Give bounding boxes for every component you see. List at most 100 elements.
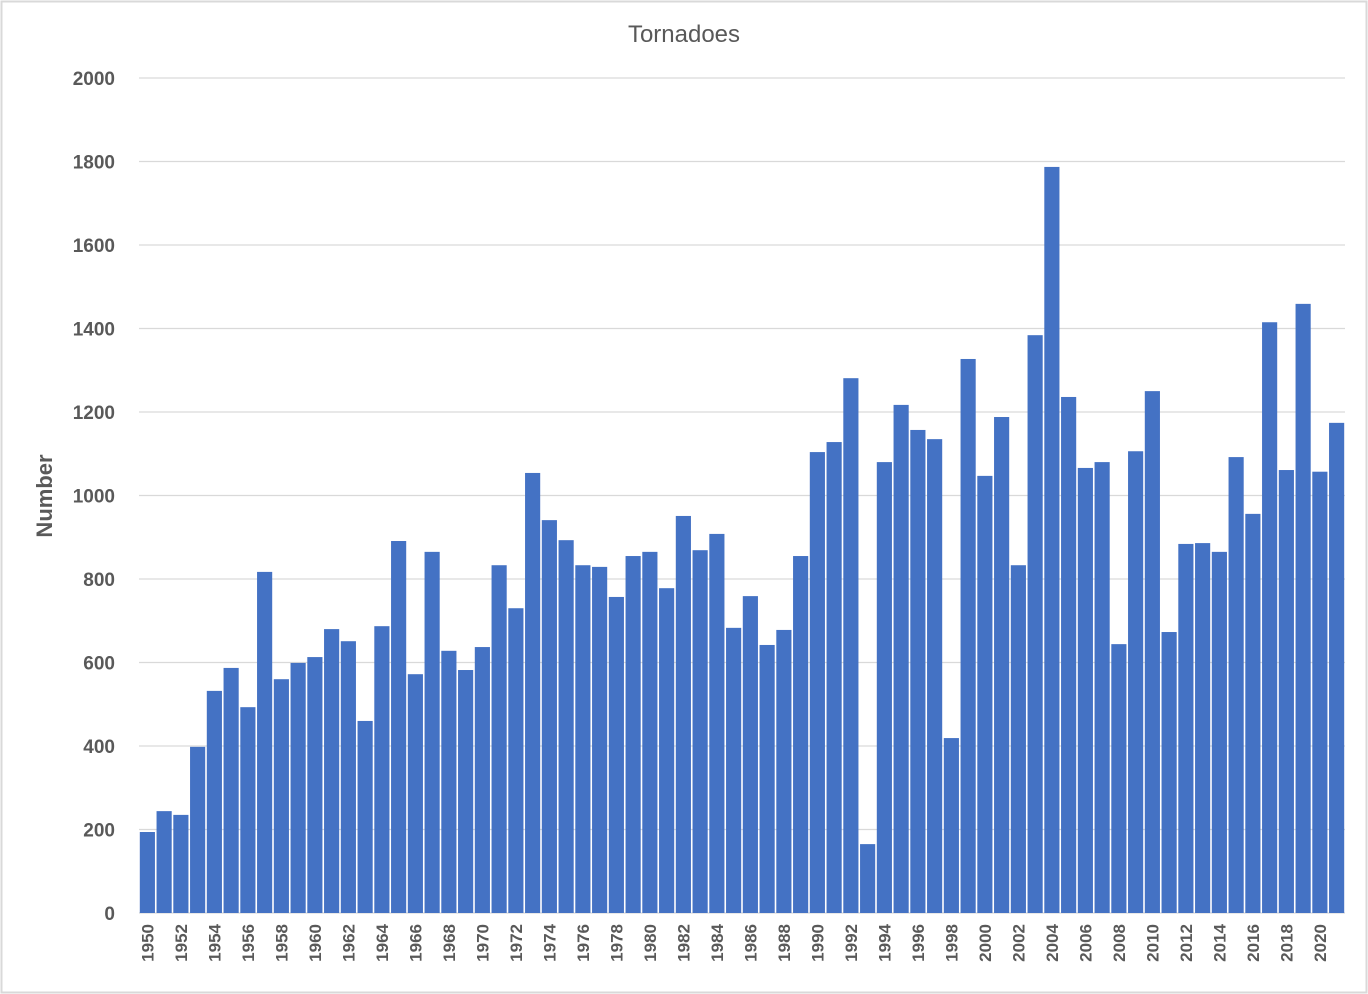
x-tick-label: 1952 <box>172 924 191 962</box>
x-tick-label: 1994 <box>875 923 894 961</box>
y-tick-label: 2000 <box>73 69 115 90</box>
bar-2021 <box>1329 422 1345 913</box>
y-tick-label: 600 <box>83 654 115 675</box>
bar-2000 <box>977 475 993 913</box>
bar-2001 <box>994 417 1010 913</box>
x-tick-label: 2008 <box>1110 924 1129 962</box>
bar-2008 <box>1111 644 1127 913</box>
x-tick-label: 1960 <box>306 924 325 962</box>
bar-1958 <box>273 679 289 913</box>
chart-title: Tornadoes <box>628 21 740 48</box>
x-tick-label: 1998 <box>942 924 961 962</box>
bar-1993 <box>860 844 876 913</box>
bar-1957 <box>257 571 273 913</box>
bar-2002 <box>1010 565 1026 913</box>
bar-1979 <box>625 556 641 913</box>
bar-1968 <box>441 650 457 913</box>
bar-1953 <box>190 746 206 913</box>
bar-1988 <box>776 629 792 913</box>
bar-1984 <box>709 533 725 913</box>
x-tick-label: 1996 <box>909 924 928 962</box>
bar-1987 <box>759 644 775 913</box>
x-tick-label: 1954 <box>205 923 224 961</box>
bar-2005 <box>1061 396 1077 914</box>
x-tick-label: 2012 <box>1177 924 1196 962</box>
bar-1982 <box>675 515 691 913</box>
bar-1966 <box>407 674 423 913</box>
x-tick-label: 1972 <box>507 924 526 962</box>
bar-1990 <box>809 452 825 913</box>
x-tick-label: 1974 <box>540 923 559 961</box>
y-tick-labels: 0 200 400 600 800 1000 1200 1400 1600 1800 2000 <box>73 69 115 925</box>
bar-1981 <box>659 588 675 913</box>
x-tick-label: 1970 <box>473 924 492 962</box>
bar-1970 <box>474 647 490 913</box>
bar-2007 <box>1094 462 1110 913</box>
y-tick-label: 1200 <box>73 403 115 424</box>
bar-1985 <box>726 627 742 913</box>
x-tick-label: 1958 <box>272 924 291 962</box>
bar-2009 <box>1128 451 1144 913</box>
bar-1998 <box>943 738 959 913</box>
bar-2018 <box>1278 470 1294 913</box>
bar-1954 <box>206 690 222 913</box>
bar-1978 <box>608 596 624 913</box>
bar-2019 <box>1295 303 1311 913</box>
y-tick-label: 200 <box>83 821 115 842</box>
bar-1962 <box>340 641 356 913</box>
bar-1967 <box>424 551 440 913</box>
x-tick-label: 1976 <box>574 924 593 962</box>
bar-2010 <box>1144 391 1160 913</box>
x-tick-labels: 1950 1952 1954 1956 1958 1960 1962 1964 1966 1968… <box>138 923 1330 961</box>
x-tick-label: 1966 <box>406 924 425 962</box>
bar-1952 <box>173 814 189 913</box>
x-tick-label: 1956 <box>239 924 258 962</box>
bar-1995 <box>893 404 909 913</box>
bar-1999 <box>960 358 976 913</box>
bar-1950 <box>139 832 155 913</box>
y-axis-label: Number <box>32 454 57 538</box>
bar-2003 <box>1027 335 1043 913</box>
x-tick-label: 1980 <box>641 924 660 962</box>
bars <box>139 166 1345 914</box>
bar-1961 <box>324 629 340 913</box>
bar-2015 <box>1228 457 1244 913</box>
x-tick-label: 1986 <box>741 924 760 962</box>
y-tick-label: 800 <box>83 570 115 591</box>
bar-1960 <box>307 657 323 913</box>
x-tick-label: 2018 <box>1277 924 1296 962</box>
x-tick-label: 1992 <box>842 924 861 962</box>
bar-1997 <box>927 439 943 913</box>
bar-2004 <box>1044 166 1060 914</box>
bar-1989 <box>793 556 809 913</box>
bar-1964 <box>374 626 390 913</box>
x-tick-label: 2006 <box>1076 924 1095 962</box>
bar-1986 <box>742 596 758 913</box>
x-tick-label: 1988 <box>775 924 794 962</box>
x-tick-label: 1982 <box>674 924 693 962</box>
bar-1965 <box>391 541 407 913</box>
x-tick-label: 2002 <box>1009 924 1028 962</box>
x-tick-label: 1962 <box>339 924 358 962</box>
bar-2012 <box>1178 543 1194 913</box>
bar-2011 <box>1161 632 1177 913</box>
bar-1951 <box>156 811 172 913</box>
x-tick-label: 1950 <box>138 924 157 962</box>
y-tick-label: 1600 <box>73 236 115 257</box>
bar-1959 <box>290 662 306 913</box>
bar-1983 <box>692 550 708 913</box>
x-tick-label: 2000 <box>976 924 995 962</box>
bar-1996 <box>910 429 926 913</box>
y-tick-label: 400 <box>83 737 115 758</box>
x-tick-label: 1990 <box>808 924 827 962</box>
bar-2017 <box>1262 322 1278 913</box>
bar-1955 <box>223 667 239 913</box>
x-tick-label: 1964 <box>373 923 392 961</box>
bar-1975 <box>558 540 574 913</box>
bar-1974 <box>541 520 557 913</box>
bar-2014 <box>1211 551 1227 913</box>
x-tick-label: 1968 <box>440 924 459 962</box>
bar-1972 <box>508 608 524 913</box>
x-tick-label: 1978 <box>607 924 626 962</box>
gridlines <box>139 77 1345 914</box>
